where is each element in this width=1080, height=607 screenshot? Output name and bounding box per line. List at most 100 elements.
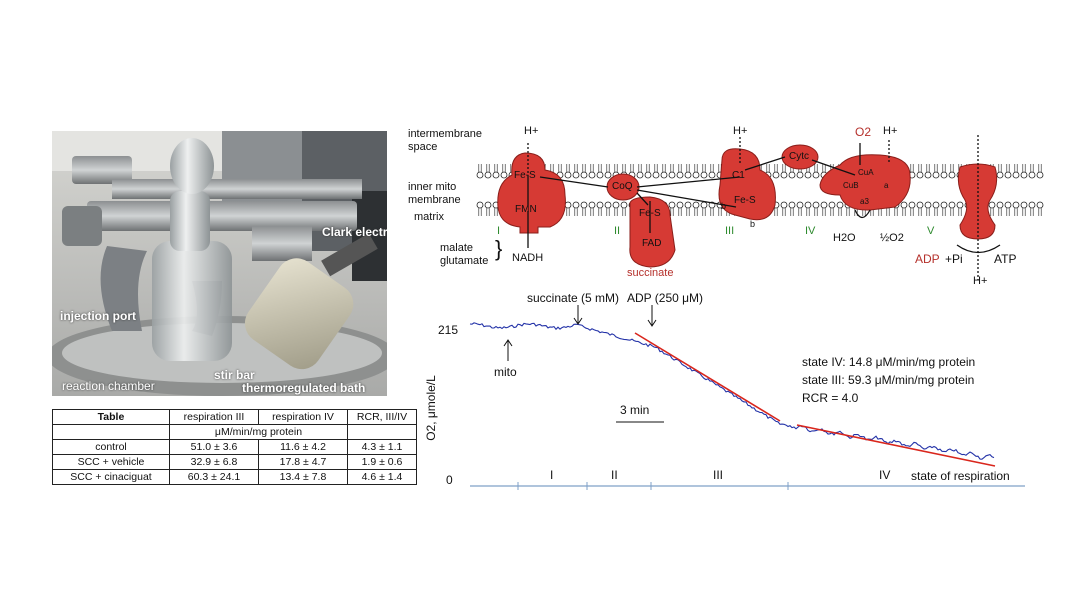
mito-annotation: mito [494, 365, 517, 379]
lipid-head [692, 171, 700, 179]
lipid-head [596, 201, 604, 209]
fes-label: Fe-S [639, 208, 661, 219]
lipid-head [780, 201, 788, 209]
state-iv-rate: state IV: 14.8 μM/min/mg protein [802, 355, 976, 369]
lipid-head [692, 201, 700, 209]
table-cell: SCC + vehicle [52, 454, 170, 470]
lipid-head [668, 171, 676, 179]
table-units-row: μM/min/mg protein [52, 424, 417, 440]
table-cell: 32.9 ± 6.8 [169, 454, 259, 470]
h2o-label: H2O [833, 232, 856, 244]
o2-label: O2 [855, 125, 872, 139]
lipid-head [772, 171, 780, 179]
scale-label: 3 min [620, 403, 650, 417]
chart-axes [470, 482, 1025, 490]
lipid-head [476, 201, 484, 209]
lipid-head [636, 171, 644, 179]
table-header: RCR, III/IV [347, 409, 417, 425]
table-row: control 51.0 ± 3.6 11.6 ± 4.2 4.3 ± 1.1 [52, 439, 417, 455]
trace-plot [469, 305, 1025, 490]
fad-label: FAD [642, 238, 662, 249]
coq-label: CoQ [612, 181, 633, 192]
lipid-head [668, 201, 676, 209]
complex-ii-numeral: II [614, 225, 621, 237]
lipid-head [596, 171, 604, 179]
lipid-head [788, 201, 796, 209]
succinate-annotation: succinate (5 mM) [527, 291, 620, 305]
respiration-table: Table respiration III respiration IV RCR… [52, 409, 417, 485]
h-proton-label: H+ [973, 275, 988, 287]
lipid-head [580, 201, 588, 209]
cytc-label: Cytc [789, 151, 809, 162]
complex-iv-shape [819, 154, 911, 211]
matrix-label: matrix [414, 211, 444, 223]
half-o2-label: ½O2 [880, 232, 904, 244]
table-units: μM/min/mg protein [169, 424, 348, 440]
c1-label: C1 [732, 170, 745, 181]
table-cell: SCC + cinaciguat [52, 469, 170, 485]
lipid-head [780, 171, 788, 179]
complex-v-shape [957, 163, 998, 240]
table-cell: 17.8 ± 4.7 [258, 454, 348, 470]
fes-label: Fe-S [514, 170, 536, 181]
membrane-drawing [476, 135, 1044, 280]
lipid-head [804, 201, 812, 209]
electron-transport-diagram: intermembrane space inner mito membrane ma… [400, 115, 1050, 295]
lipid-head [700, 201, 708, 209]
lipid-head [492, 171, 500, 179]
lipid-head [1028, 201, 1036, 209]
lipid-head [1012, 171, 1020, 179]
malate-glutamate-label: malate glutamate [440, 242, 489, 267]
lipid-head [804, 171, 812, 179]
complex-iv-numeral: IV [805, 225, 816, 237]
lipid-head [900, 201, 908, 209]
phase-ii-label: II [611, 468, 618, 482]
lipid-head [932, 171, 940, 179]
lipid-head [604, 201, 612, 209]
y-tick-215: 215 [438, 323, 459, 337]
nadh-label: NADH [512, 252, 544, 264]
lipid-head [1020, 201, 1028, 209]
o2-trace-line [469, 322, 995, 460]
lipid-head [484, 201, 492, 209]
pi-label: +Pi [945, 252, 963, 266]
state-iii-rate: state III: 59.3 μM/min/mg protein [802, 373, 975, 387]
lipid-head [1028, 171, 1036, 179]
fmn-label: FMN [515, 204, 537, 215]
phase-iii-label: III [713, 468, 724, 482]
oxygen-trace-chart: succinate (5 mM) ADP (250 μM) mito 3 min… [424, 285, 1050, 495]
lipid-head [1012, 201, 1020, 209]
adp-label: ADP [915, 252, 940, 266]
table-cell [52, 424, 170, 440]
lipid-head [1036, 201, 1044, 209]
complex-v-numeral: V [927, 225, 935, 237]
lipid-head [948, 171, 956, 179]
table-header: respiration III [169, 409, 259, 425]
lipid-head [684, 201, 692, 209]
lipid-head [644, 171, 652, 179]
lipid-head [988, 201, 996, 209]
lipid-head [796, 201, 804, 209]
a-label: a [884, 181, 889, 190]
lipid-head [924, 171, 932, 179]
lipid-head [788, 171, 796, 179]
lipid-head [1004, 171, 1012, 179]
lipid-head [708, 171, 716, 179]
lipid-head [908, 201, 916, 209]
cua-label: CuA [858, 168, 874, 177]
brace-icon: } [495, 236, 503, 261]
succinate-arrow [573, 305, 583, 325]
lipid-head [996, 171, 1004, 179]
reaction-chamber-label: reaction chamber [62, 379, 155, 393]
complex-i-shape [497, 152, 566, 234]
lipid-head [812, 171, 820, 179]
cytc-shape [781, 144, 819, 170]
lipid-head [940, 201, 948, 209]
table-header: Table [52, 409, 170, 425]
complex-iii-shape [718, 148, 776, 221]
lipid-head [812, 201, 820, 209]
lipid-head [820, 201, 828, 209]
table-cell [347, 424, 417, 440]
thermoregulated-bath-label: thermoregulated bath [242, 381, 366, 395]
y-tick-0: 0 [446, 473, 453, 487]
